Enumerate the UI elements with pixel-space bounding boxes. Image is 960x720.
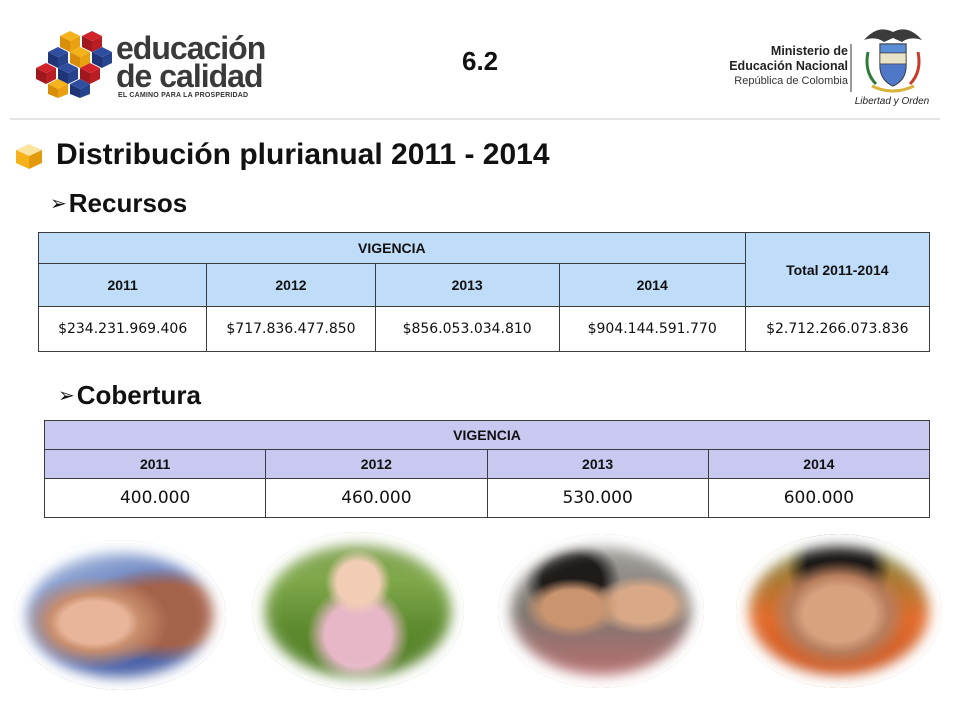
ministry-name: Ministerio de Educación Nacional Repúbli… xyxy=(718,44,848,89)
cobertura-group-header: VIGENCIA xyxy=(44,420,930,450)
photo-indigenous-child xyxy=(736,534,942,688)
recursos-value: $856.053.034.810 xyxy=(374,306,560,352)
cobertura-value: 400.000 xyxy=(43,478,267,518)
logo-line-1: educación xyxy=(116,30,266,66)
header-divider xyxy=(10,118,940,120)
recursos-heading: ➢Recursos xyxy=(50,188,187,219)
recursos-table: VIGENCIA Total 2011-2014 2011 2012 2013 … xyxy=(37,232,931,352)
recursos-year-header: 2012 xyxy=(206,263,376,307)
photo-nursing-baby xyxy=(14,540,226,690)
logo-line-2: de calidad xyxy=(116,58,263,94)
recursos-year-header: 2011 xyxy=(37,263,208,307)
motto: Libertad y Orden xyxy=(854,96,930,107)
cube-bullet-icon xyxy=(16,144,42,169)
recursos-group-header: VIGENCIA xyxy=(38,232,746,264)
recursos-value: $717.836.477.850 xyxy=(206,306,376,352)
ministry-line-2: Educación Nacional xyxy=(729,59,848,73)
logo-tagline: EL CAMINO PARA LA PROSPERIDAD xyxy=(118,92,249,99)
cobertura-heading: ➢Cobertura xyxy=(58,380,201,411)
cobertura-year-header: 2011 xyxy=(43,449,267,479)
photo-baby-on-grass xyxy=(252,532,464,690)
cobertura-table: VIGENCIA 2011 2012 2013 2014 400.000 460… xyxy=(43,420,931,518)
table-row: 400.000 460.000 530.000 600.000 xyxy=(43,478,931,518)
recursos-heading-text: Recursos xyxy=(68,188,188,218)
coat-of-arms-icon xyxy=(864,29,922,93)
recursos-year-header: 2014 xyxy=(558,263,746,307)
arrowhead-bullet-icon: ➢ xyxy=(58,385,75,407)
cobertura-year-header: 2013 xyxy=(486,449,709,479)
cobertura-value: 460.000 xyxy=(265,478,488,518)
page-title: Distribución plurianual 2011 - 2014 xyxy=(56,138,550,171)
cobertura-year-header: 2012 xyxy=(265,449,488,479)
recursos-total-value: $2.712.266.073.836 xyxy=(744,306,931,352)
logo-cubes-icon xyxy=(36,31,112,98)
recursos-total-header: Total 2011-2014 xyxy=(744,232,931,307)
ministry-line-3: República de Colombia xyxy=(734,75,848,87)
photo-two-children xyxy=(498,534,704,688)
cobertura-value: 600.000 xyxy=(707,478,931,518)
cobertura-value: 530.000 xyxy=(486,478,709,518)
table-row: $234.231.969.406 $717.836.477.850 $856.0… xyxy=(37,306,931,352)
ministry-divider xyxy=(850,44,852,92)
arrowhead-bullet-icon: ➢ xyxy=(50,193,67,215)
educacion-de-calidad-logo: educación de calidad EL CAMINO PARA LA P… xyxy=(30,30,270,100)
cobertura-heading-text: Cobertura xyxy=(76,380,202,410)
recursos-value: $234.231.969.406 xyxy=(37,306,208,352)
cobertura-year-header: 2014 xyxy=(707,449,931,479)
recursos-value: $904.144.591.770 xyxy=(558,306,746,352)
recursos-year-header: 2013 xyxy=(374,263,560,307)
slide-number: 6.2 xyxy=(462,46,499,76)
ministry-line-1: Ministerio de xyxy=(770,44,848,58)
